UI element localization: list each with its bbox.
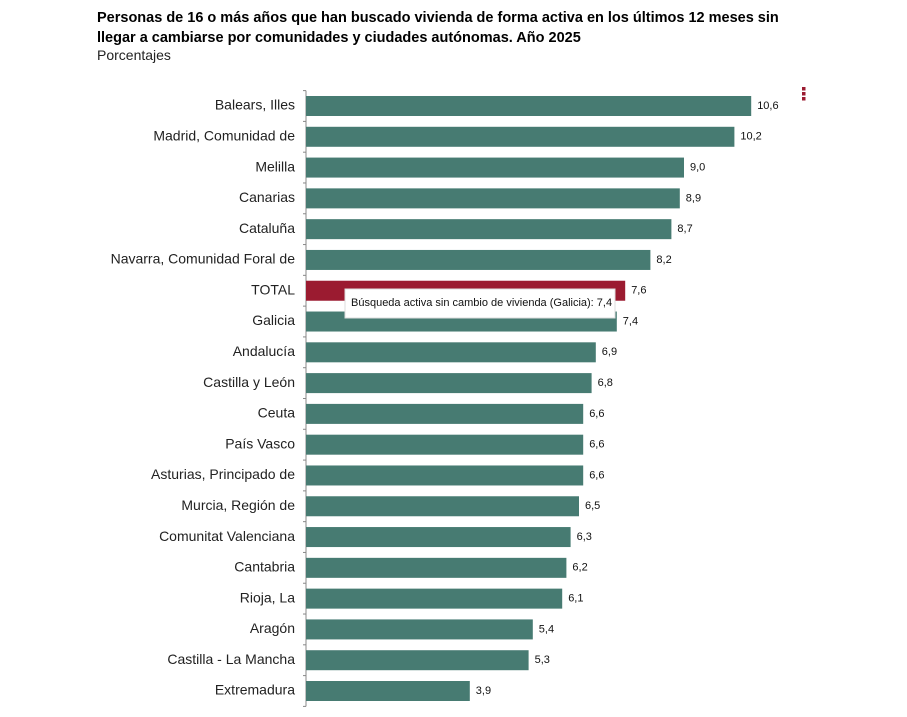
category-label: Madrid, Comunidad de: [153, 127, 295, 143]
category-label: Melilla: [255, 158, 295, 174]
value-label: 6,3: [577, 531, 592, 543]
value-label: 5,4: [539, 623, 554, 635]
value-label: 6,2: [572, 562, 587, 574]
menu-dot: [802, 92, 806, 96]
tooltip-box: [344, 288, 616, 319]
category-label: Andalucía: [233, 343, 295, 359]
value-label: 6,1: [568, 593, 583, 605]
category-label: Asturias, Principado de: [151, 466, 295, 482]
bar[interactable]: [306, 527, 571, 548]
category-label: Cantabria: [234, 559, 295, 575]
menu-dot: [802, 97, 806, 101]
value-label: 10,2: [740, 131, 761, 143]
category-label: Extremadura: [215, 682, 295, 698]
category-label: Castilla - La Mancha: [167, 651, 295, 667]
category-label: Murcia, Región de: [181, 497, 295, 513]
value-label: 6,8: [598, 377, 613, 389]
bar[interactable]: [306, 465, 584, 486]
value-label: 3,9: [476, 685, 491, 697]
bar[interactable]: [306, 496, 579, 517]
category-label: Canarias: [239, 189, 295, 205]
category-label: Balears, Illes: [215, 97, 295, 113]
value-label: 9,0: [690, 161, 705, 173]
chart-subtitle: Porcentajes: [97, 47, 171, 63]
bar[interactable]: [306, 373, 592, 394]
bar[interactable]: [306, 434, 584, 455]
tooltip-text: Búsqueda activa sin cambio de vivienda (…: [351, 297, 612, 309]
value-label: 8,7: [677, 223, 692, 235]
menu-icon[interactable]: [802, 87, 806, 101]
value-label: 7,4: [623, 315, 638, 327]
value-label: 7,6: [631, 285, 646, 297]
category-label: Cataluña: [239, 220, 295, 236]
menu-dot: [802, 87, 806, 91]
bar[interactable]: [306, 619, 533, 640]
value-label: 6,9: [602, 346, 617, 358]
bar[interactable]: [306, 650, 529, 671]
category-label: Rioja, La: [240, 589, 295, 605]
category-label: Comunitat Valenciana: [159, 528, 295, 544]
value-label: 8,2: [656, 254, 671, 266]
value-label: 6,6: [589, 469, 604, 481]
bar[interactable]: [306, 126, 735, 147]
category-label: Castilla y León: [203, 374, 295, 390]
bar[interactable]: [306, 157, 684, 178]
bar[interactable]: [306, 681, 470, 701]
category-label: Navarra, Comunidad Foral de: [111, 251, 296, 267]
bar[interactable]: [306, 249, 651, 270]
category-label: Ceuta: [258, 405, 296, 421]
bar[interactable]: [306, 342, 596, 363]
chart-title: Personas de 16 o más años que han buscad…: [97, 10, 779, 46]
bar[interactable]: [306, 188, 680, 209]
value-label: 6,6: [589, 439, 604, 451]
category-label: País Vasco: [225, 435, 295, 451]
bar[interactable]: [306, 403, 584, 424]
bar[interactable]: [306, 219, 672, 240]
bar[interactable]: [306, 96, 752, 116]
category-label: Aragón: [250, 620, 295, 636]
value-label: 10,6: [757, 100, 778, 112]
value-label: 6,5: [585, 500, 600, 512]
category-label: TOTAL: [251, 281, 295, 297]
category-label: Galicia: [252, 312, 295, 328]
value-label: 8,9: [686, 192, 701, 204]
bar[interactable]: [306, 557, 567, 578]
value-label: 6,6: [589, 408, 604, 420]
tooltip: Búsqueda activa sin cambio de vivienda (…: [344, 288, 616, 319]
bar[interactable]: [306, 588, 563, 609]
value-label: 5,3: [535, 654, 550, 666]
